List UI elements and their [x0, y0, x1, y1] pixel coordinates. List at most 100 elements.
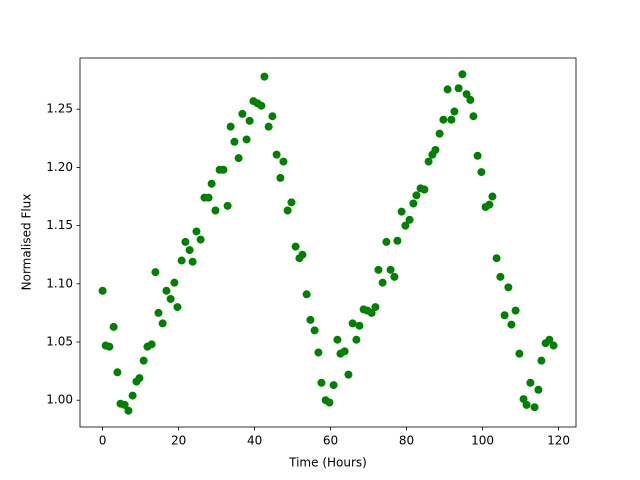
point — [378, 278, 387, 287]
point — [98, 286, 107, 295]
point — [124, 406, 133, 415]
point — [344, 370, 353, 379]
x-tick-label: 80 — [399, 434, 414, 448]
point — [530, 403, 539, 412]
point — [204, 193, 213, 202]
point — [435, 129, 444, 138]
point — [469, 112, 478, 121]
point — [526, 378, 535, 387]
y-tick-label: 1.20 — [46, 160, 73, 174]
point — [412, 191, 421, 200]
x-tick-label: 120 — [547, 434, 570, 448]
point — [374, 265, 383, 274]
point — [302, 290, 311, 299]
point — [113, 368, 122, 377]
point — [306, 315, 315, 324]
point — [488, 192, 497, 201]
point — [238, 109, 247, 118]
point — [207, 179, 216, 188]
point — [325, 398, 334, 407]
point — [317, 378, 326, 387]
point — [291, 242, 300, 251]
point — [443, 85, 452, 94]
y-tick-label: 1.05 — [46, 335, 73, 349]
point — [477, 168, 486, 177]
point — [196, 235, 205, 244]
point — [257, 101, 266, 110]
point — [192, 227, 201, 236]
point — [230, 137, 239, 146]
point — [283, 206, 292, 215]
point — [120, 400, 129, 409]
point — [534, 385, 543, 394]
point — [264, 122, 273, 131]
point — [515, 349, 524, 358]
point — [371, 303, 380, 312]
point — [245, 116, 254, 125]
point — [223, 201, 232, 210]
point — [409, 199, 418, 208]
point — [355, 321, 364, 330]
point — [188, 257, 197, 266]
point — [454, 84, 463, 93]
point — [504, 283, 513, 292]
point — [496, 272, 505, 281]
point — [431, 145, 440, 154]
point — [500, 311, 509, 320]
x-tick-label: 100 — [471, 434, 494, 448]
point — [382, 237, 391, 246]
point — [147, 340, 156, 349]
point — [447, 115, 456, 124]
point — [298, 250, 307, 259]
point — [272, 150, 281, 159]
point — [211, 206, 220, 215]
point — [386, 265, 395, 274]
x-tick-label: 60 — [323, 434, 338, 448]
x-tick-label: 40 — [247, 434, 262, 448]
point — [109, 322, 118, 331]
point — [158, 319, 167, 328]
y-tick-label: 1.00 — [46, 393, 73, 407]
point — [393, 236, 402, 245]
point — [166, 294, 175, 303]
point — [424, 157, 433, 166]
point — [340, 347, 349, 356]
point — [348, 319, 357, 328]
point — [390, 272, 399, 281]
point — [128, 391, 137, 400]
point — [492, 254, 501, 263]
x-tick-label: 20 — [171, 434, 186, 448]
point — [367, 308, 376, 317]
point — [522, 400, 531, 409]
point — [162, 286, 171, 295]
point — [181, 237, 190, 246]
point — [549, 341, 558, 350]
point — [405, 215, 414, 224]
point — [420, 185, 429, 194]
x-tick-label: 0 — [99, 434, 107, 448]
point — [352, 335, 361, 344]
point — [170, 278, 179, 287]
point — [397, 207, 406, 216]
plot-frame — [79, 57, 577, 428]
point — [473, 151, 482, 160]
point — [310, 326, 319, 335]
point — [185, 246, 194, 255]
point — [177, 256, 186, 265]
point — [511, 306, 520, 315]
point — [279, 157, 288, 166]
point — [507, 320, 516, 329]
point — [401, 221, 410, 230]
y-tick-label: 1.25 — [46, 102, 73, 116]
point — [485, 200, 494, 209]
point — [260, 72, 269, 81]
y-tick-label: 1.15 — [46, 218, 73, 232]
point — [287, 198, 296, 207]
point — [537, 356, 546, 365]
y-axis-label: Normalised Flux — [20, 194, 34, 291]
point — [105, 342, 114, 351]
point — [234, 154, 243, 163]
